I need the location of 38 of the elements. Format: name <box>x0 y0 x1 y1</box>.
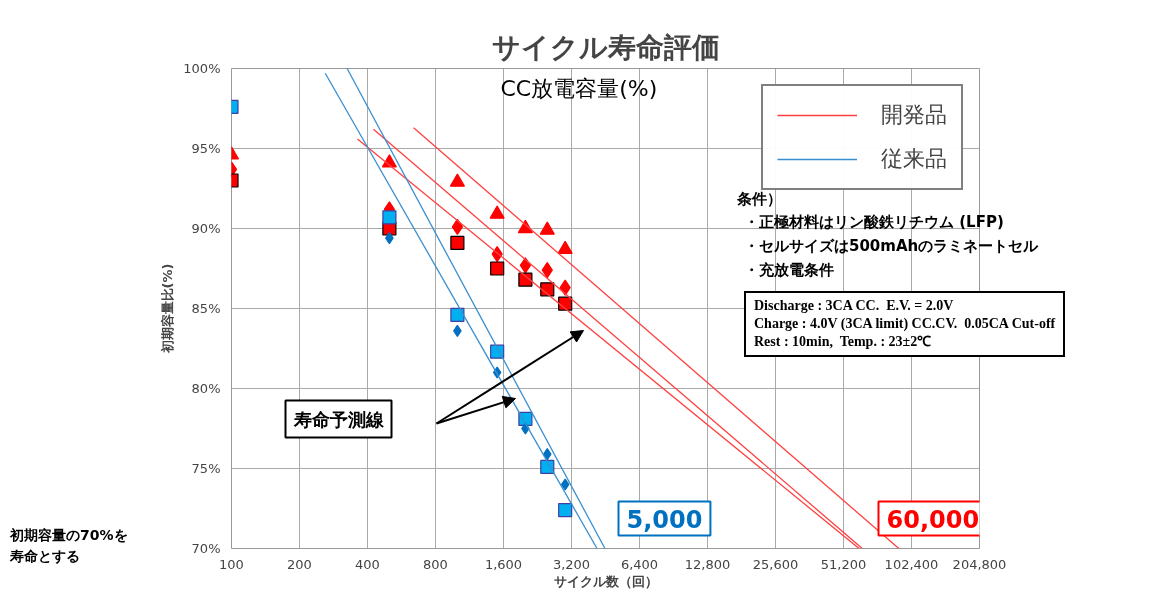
x-axis-title: サイクル数（回） <box>553 573 658 589</box>
annotation: ・セルサイズは500mAhのラミネートセル <box>744 237 1039 256</box>
annotation: Discharge : 3CA CC. E.V. = 2.0V Charge : 4.0V (3CA limit) CC.CV. 0.05CA Cut-off Rest : 10min, Temp. : 23±2℃ <box>744 291 1066 357</box>
legend-label: 従来品 <box>881 145 947 173</box>
y-tick-label: 100% <box>183 61 221 76</box>
y-tick-label: 95% <box>191 141 221 156</box>
y-tick-label: 70% <box>191 541 221 556</box>
annotation: Charge : 4.0V (3CA limit) CC.CV. 0.05CA Cut-off <box>754 315 1056 333</box>
x-tick-label: 12,800 <box>684 556 731 572</box>
x-tick-label: 25,600 <box>752 556 799 572</box>
annotation: ・正極材料はリン酸鉄リチウム (LFP) <box>744 213 1004 232</box>
annotation: 初期容量の70%を <box>10 527 128 545</box>
x-tick-label: 3,200 <box>552 556 591 572</box>
x-tick-label: 6,400 <box>620 556 659 572</box>
y-tick-label: 85% <box>191 301 221 316</box>
x-tick-label: 204,800 <box>952 556 1007 572</box>
y-tick-label: 90% <box>191 221 221 236</box>
x-tick-label: 200 <box>287 556 312 572</box>
x-tick-label: 400 <box>355 556 380 572</box>
annotation: Rest : 10min, Temp. : 23±2℃ <box>754 333 933 351</box>
annotation: 寿命予測線 <box>292 408 385 430</box>
y-tick-label: 75% <box>191 461 221 476</box>
x-tick-label: 102,400 <box>884 556 939 572</box>
x-tick-label: 51,200 <box>820 556 867 572</box>
x-tick-label: 100 <box>219 556 244 572</box>
annotation: 60,000 <box>886 505 980 534</box>
annotation: CC放電容量(%) <box>500 75 658 101</box>
x-tick-label: 800 <box>423 556 448 572</box>
y-tick-label: 80% <box>191 381 221 396</box>
annotation: 5,000 <box>626 505 703 534</box>
annotation: Discharge : 3CA CC. E.V. = 2.0V <box>754 297 955 315</box>
chart-title: サイクル寿命評価 <box>491 30 720 64</box>
y-axis-title: 初期容量比(%) <box>160 263 176 355</box>
annotation: 寿命とする <box>10 548 80 566</box>
annotation: ・充放電条件 <box>744 261 834 280</box>
annotation: 条件） <box>737 190 782 209</box>
legend-label: 開発品 <box>881 101 947 129</box>
x-tick-label: 1,600 <box>484 556 523 572</box>
